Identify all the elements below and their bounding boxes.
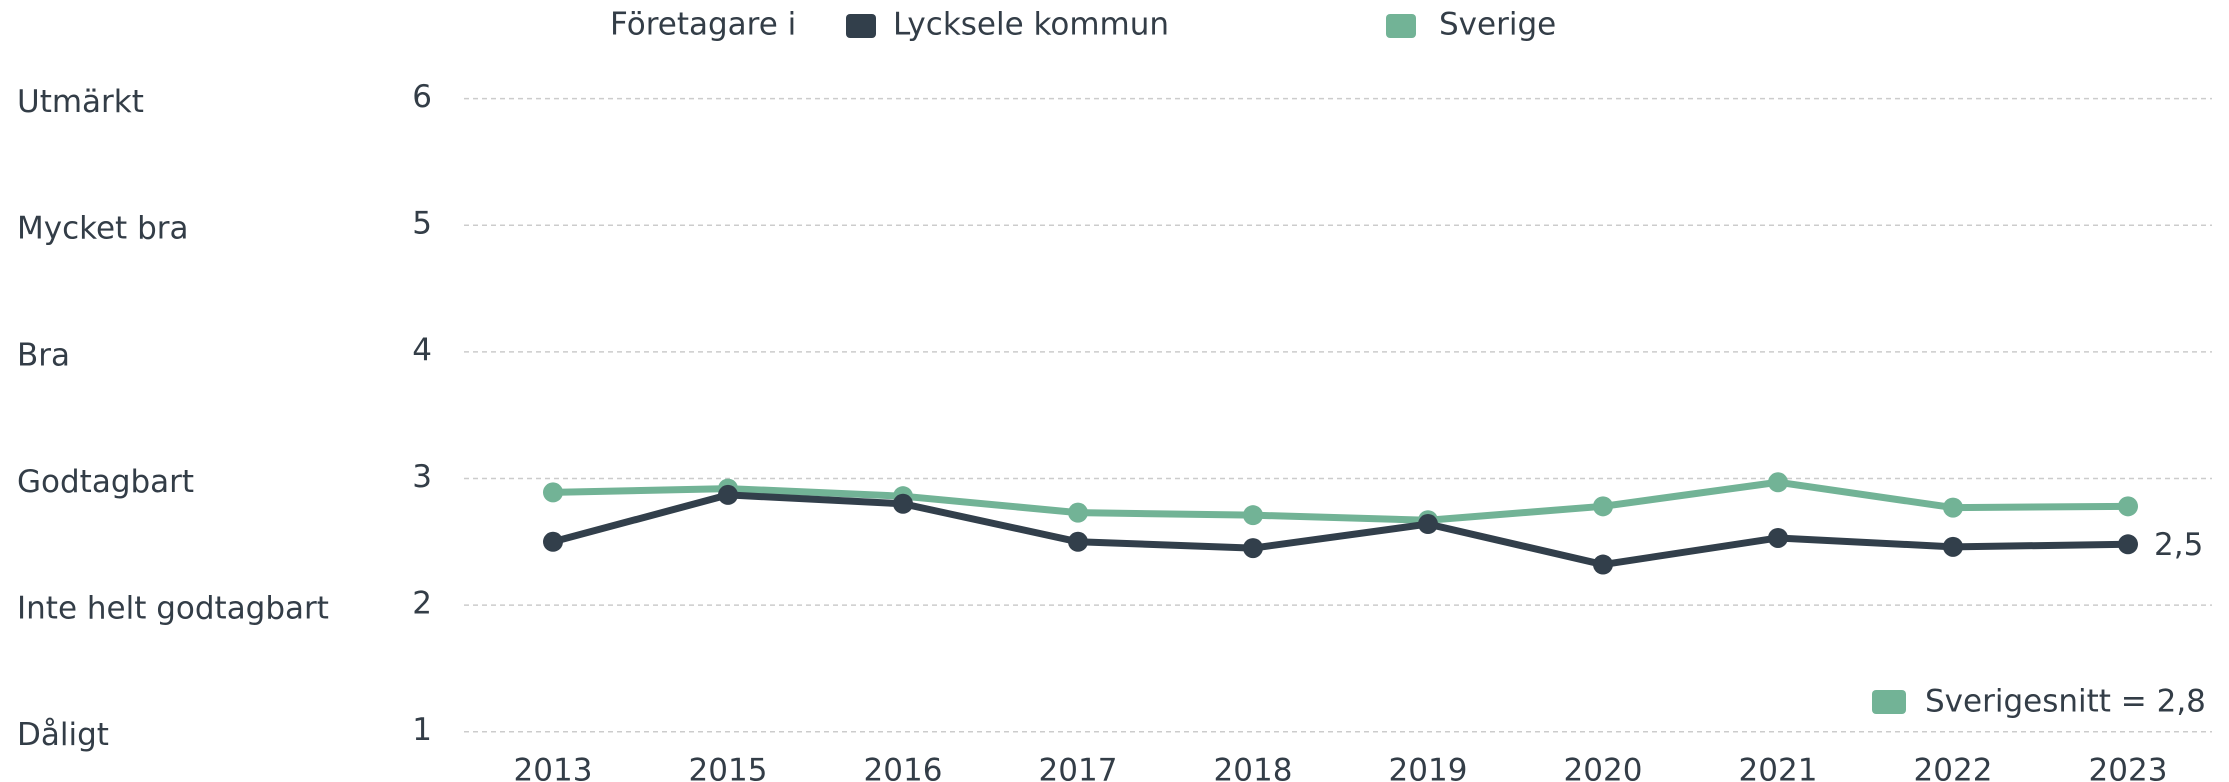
x-tick-label: 2018 [1214,753,1293,782]
x-tick-label: 2013 [514,753,593,782]
data-point [1768,527,1788,548]
data-point [2118,534,2138,555]
x-tick-label: 2016 [864,753,943,782]
series-line [552,478,2129,524]
legend-label: Sverige [1439,7,1556,43]
data-point [543,531,563,552]
data-point [718,484,738,505]
y-tick-name: Godtagbart [17,464,194,500]
x-tick-label: 2017 [1039,753,1118,782]
y-tick-name: Dåligt [17,717,109,753]
y-tick-label: 3 [412,459,432,495]
data-point [1068,531,1088,552]
data-point [2118,496,2138,517]
data-point [1593,554,1613,575]
data-point [1593,496,1613,517]
x-tick-label: 2022 [1914,753,1993,782]
data-point [1418,514,1438,535]
data-point [1243,538,1263,559]
legend-swatch [846,14,876,38]
y-tick-label: 6 [412,79,432,115]
legend-label: Lycksele kommun [893,7,1169,43]
legend-swatch [1386,14,1416,38]
x-tick-label: 2020 [1564,753,1643,782]
legend-title: Företagare i [610,7,796,43]
y-tick-label: 4 [412,332,432,368]
data-label: 2,5 [2154,527,2203,563]
x-tick-label: 2015 [689,753,768,782]
y-tick-label: 1 [412,712,432,748]
data-point [893,493,913,514]
x-tick-label: 2021 [1739,753,1818,782]
data-point [1943,497,1963,518]
series-line [552,491,2129,569]
y-tick-label: 2 [412,586,432,622]
y-tick-name: Bra [17,337,70,373]
data-point [1068,502,1088,523]
data-point [543,482,563,503]
annotation-swatch [1872,690,1906,714]
data-point [1768,472,1788,493]
y-tick-name: Inte helt godtagbart [17,591,329,627]
y-tick-name: Utmärkt [17,84,144,120]
x-tick-label: 2019 [1389,753,1468,782]
data-point [1943,536,1963,557]
x-tick-label: 2023 [2089,753,2168,782]
data-point [1243,505,1263,526]
y-tick-name: Mycket bra [17,211,188,247]
y-tick-label: 5 [412,206,432,242]
annotation: Sverigesnitt = 2,8 [1925,684,2206,720]
